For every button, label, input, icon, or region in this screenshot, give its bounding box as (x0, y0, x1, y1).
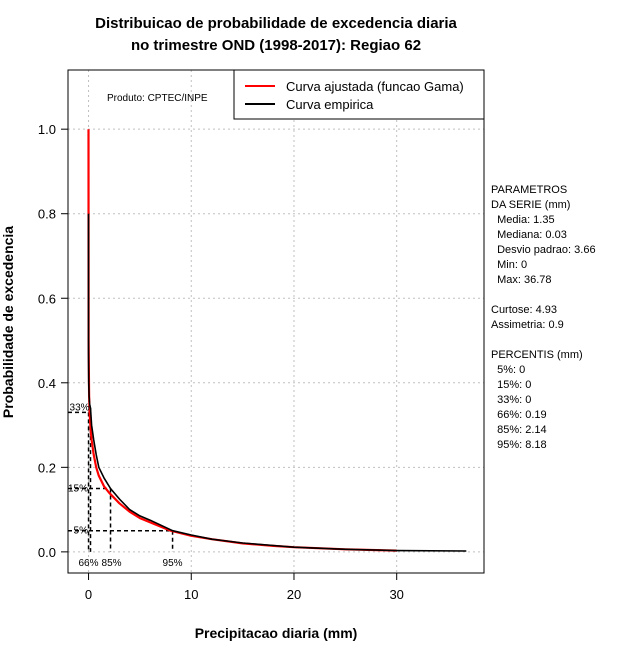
y-tick-label: 0.8 (38, 207, 56, 222)
x-tick-label: 20 (287, 587, 301, 602)
percentile-labels: 33% 15% 85% 5% 95% 66% (68, 402, 183, 568)
percentile-y-label: 5% (74, 526, 89, 537)
y-tick-label: 0.6 (38, 291, 56, 306)
stats-line: Assimetria: 0.9 (491, 319, 564, 331)
stats-line: Desvio padrao: 3.66 (491, 244, 596, 256)
x-tick-label: 30 (389, 587, 403, 602)
stats-line: PERCENTIS (mm) (491, 349, 583, 361)
stats-line: Max: 36.78 (491, 274, 552, 286)
stats-line: 66%: 0.19 (491, 409, 547, 421)
y-tick-label: 0.4 (38, 376, 56, 391)
percentile-x-label: 66% (78, 558, 98, 569)
stats-line: DA SERIE (mm) (491, 199, 570, 211)
fitted-gamma-curve (87, 129, 397, 552)
stats-line: 5%: 0 (491, 364, 525, 376)
stats-line: Media: 1.35 (491, 214, 555, 226)
stats-line: Min: 0 (491, 259, 527, 271)
y-axis: 0.0 0.2 0.4 0.6 0.8 1.0 (38, 122, 69, 560)
y-tick-label: 0.2 (38, 460, 56, 475)
percentile-x-label: 85% (102, 558, 122, 569)
stats-line: 95%: 8.18 (491, 439, 547, 451)
legend-box (233, 69, 485, 120)
x-axis: 0 10 20 30 (85, 572, 404, 602)
x-axis-title: Precipitacao diaria (mm) (195, 625, 358, 641)
legend-label-fitted: Curva ajustada (funcao Gama) (286, 79, 464, 94)
product-note: Produto: CPTEC/INPE (107, 93, 208, 104)
percentile-y-label: 33% (70, 402, 90, 413)
y-tick-label: 1.0 (38, 122, 56, 137)
stats-line: Mediana: 0.03 (491, 229, 567, 241)
series-layer (87, 129, 467, 552)
stats-line: 85%: 2.14 (491, 424, 547, 436)
stats-panel: PARAMETROS DA SERIE (mm) Media: 1.35 Medi… (491, 184, 596, 451)
stats-line: Curtose: 4.93 (491, 304, 557, 316)
percentile-x-label: 95% (163, 558, 183, 569)
legend: Curva ajustada (funcao Gama) Curva empir… (233, 69, 485, 120)
percentile-y-label: 15% (68, 483, 88, 494)
y-tick-label: 0.0 (38, 545, 56, 560)
y-axis-title: Probabilidade de excedencia (0, 226, 16, 418)
empirical-curve (87, 213, 467, 552)
chart-title: Distribuicao de probabilidade de exceden… (95, 15, 457, 32)
stats-line: PARAMETROS (491, 184, 567, 196)
x-tick-label: 0 (85, 587, 92, 602)
x-tick-label: 10 (184, 587, 198, 602)
stats-line: 15%: 0 (491, 379, 531, 391)
legend-label-empirical: Curva empirica (286, 97, 374, 112)
chart-subtitle: no trimestre OND (1998-2017): Regiao 62 (131, 37, 421, 54)
stats-line: 33%: 0 (491, 394, 531, 406)
plot-frame (67, 69, 485, 574)
grid (68, 70, 484, 573)
